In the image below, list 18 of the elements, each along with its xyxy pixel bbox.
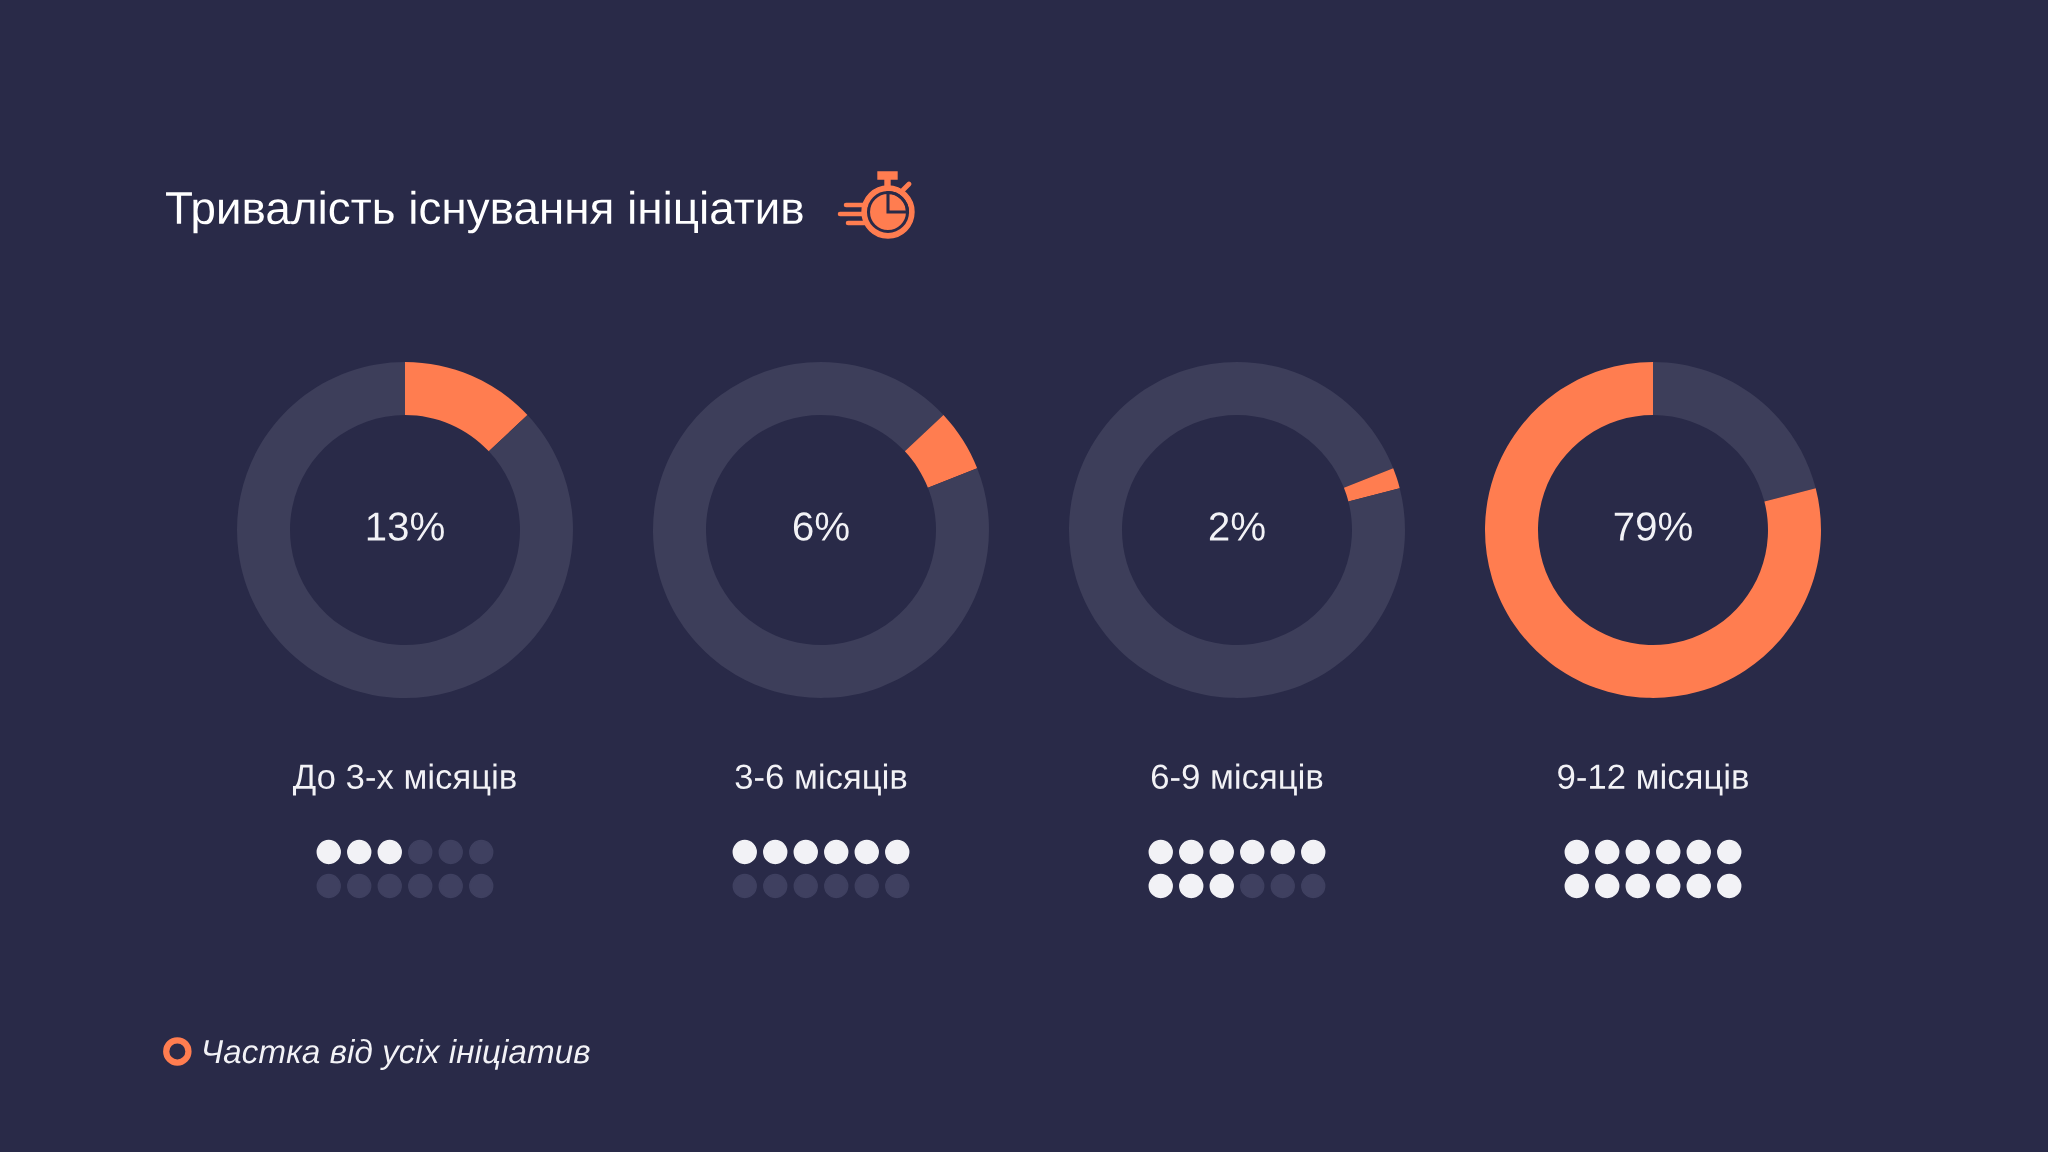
text: 79% — [1614, 512, 1692, 541]
donut-slice — [653, 362, 989, 698]
legend-label: Частка від усіх ініціатив — [204, 1038, 590, 1070]
text: 13% — [367, 512, 444, 541]
text: До 3-х місяців — [292, 763, 516, 796]
text: 9-12 місяців — [1558, 763, 1748, 796]
text: 3-6 місяців — [735, 763, 907, 796]
text: 6-9 місяців — [1151, 763, 1323, 796]
text: 2% — [1209, 512, 1265, 541]
donut-slice — [1069, 362, 1405, 698]
text: 6% — [793, 512, 849, 541]
donut-slice — [237, 362, 573, 698]
donut-slice — [1343, 468, 1400, 502]
donut-slice — [1485, 362, 1821, 698]
donut-slice — [405, 362, 528, 452]
chart-title: Тривалість існування ініціатив — [166, 190, 803, 234]
donut-slice — [904, 415, 978, 488]
donut-slice — [1653, 362, 1816, 502]
